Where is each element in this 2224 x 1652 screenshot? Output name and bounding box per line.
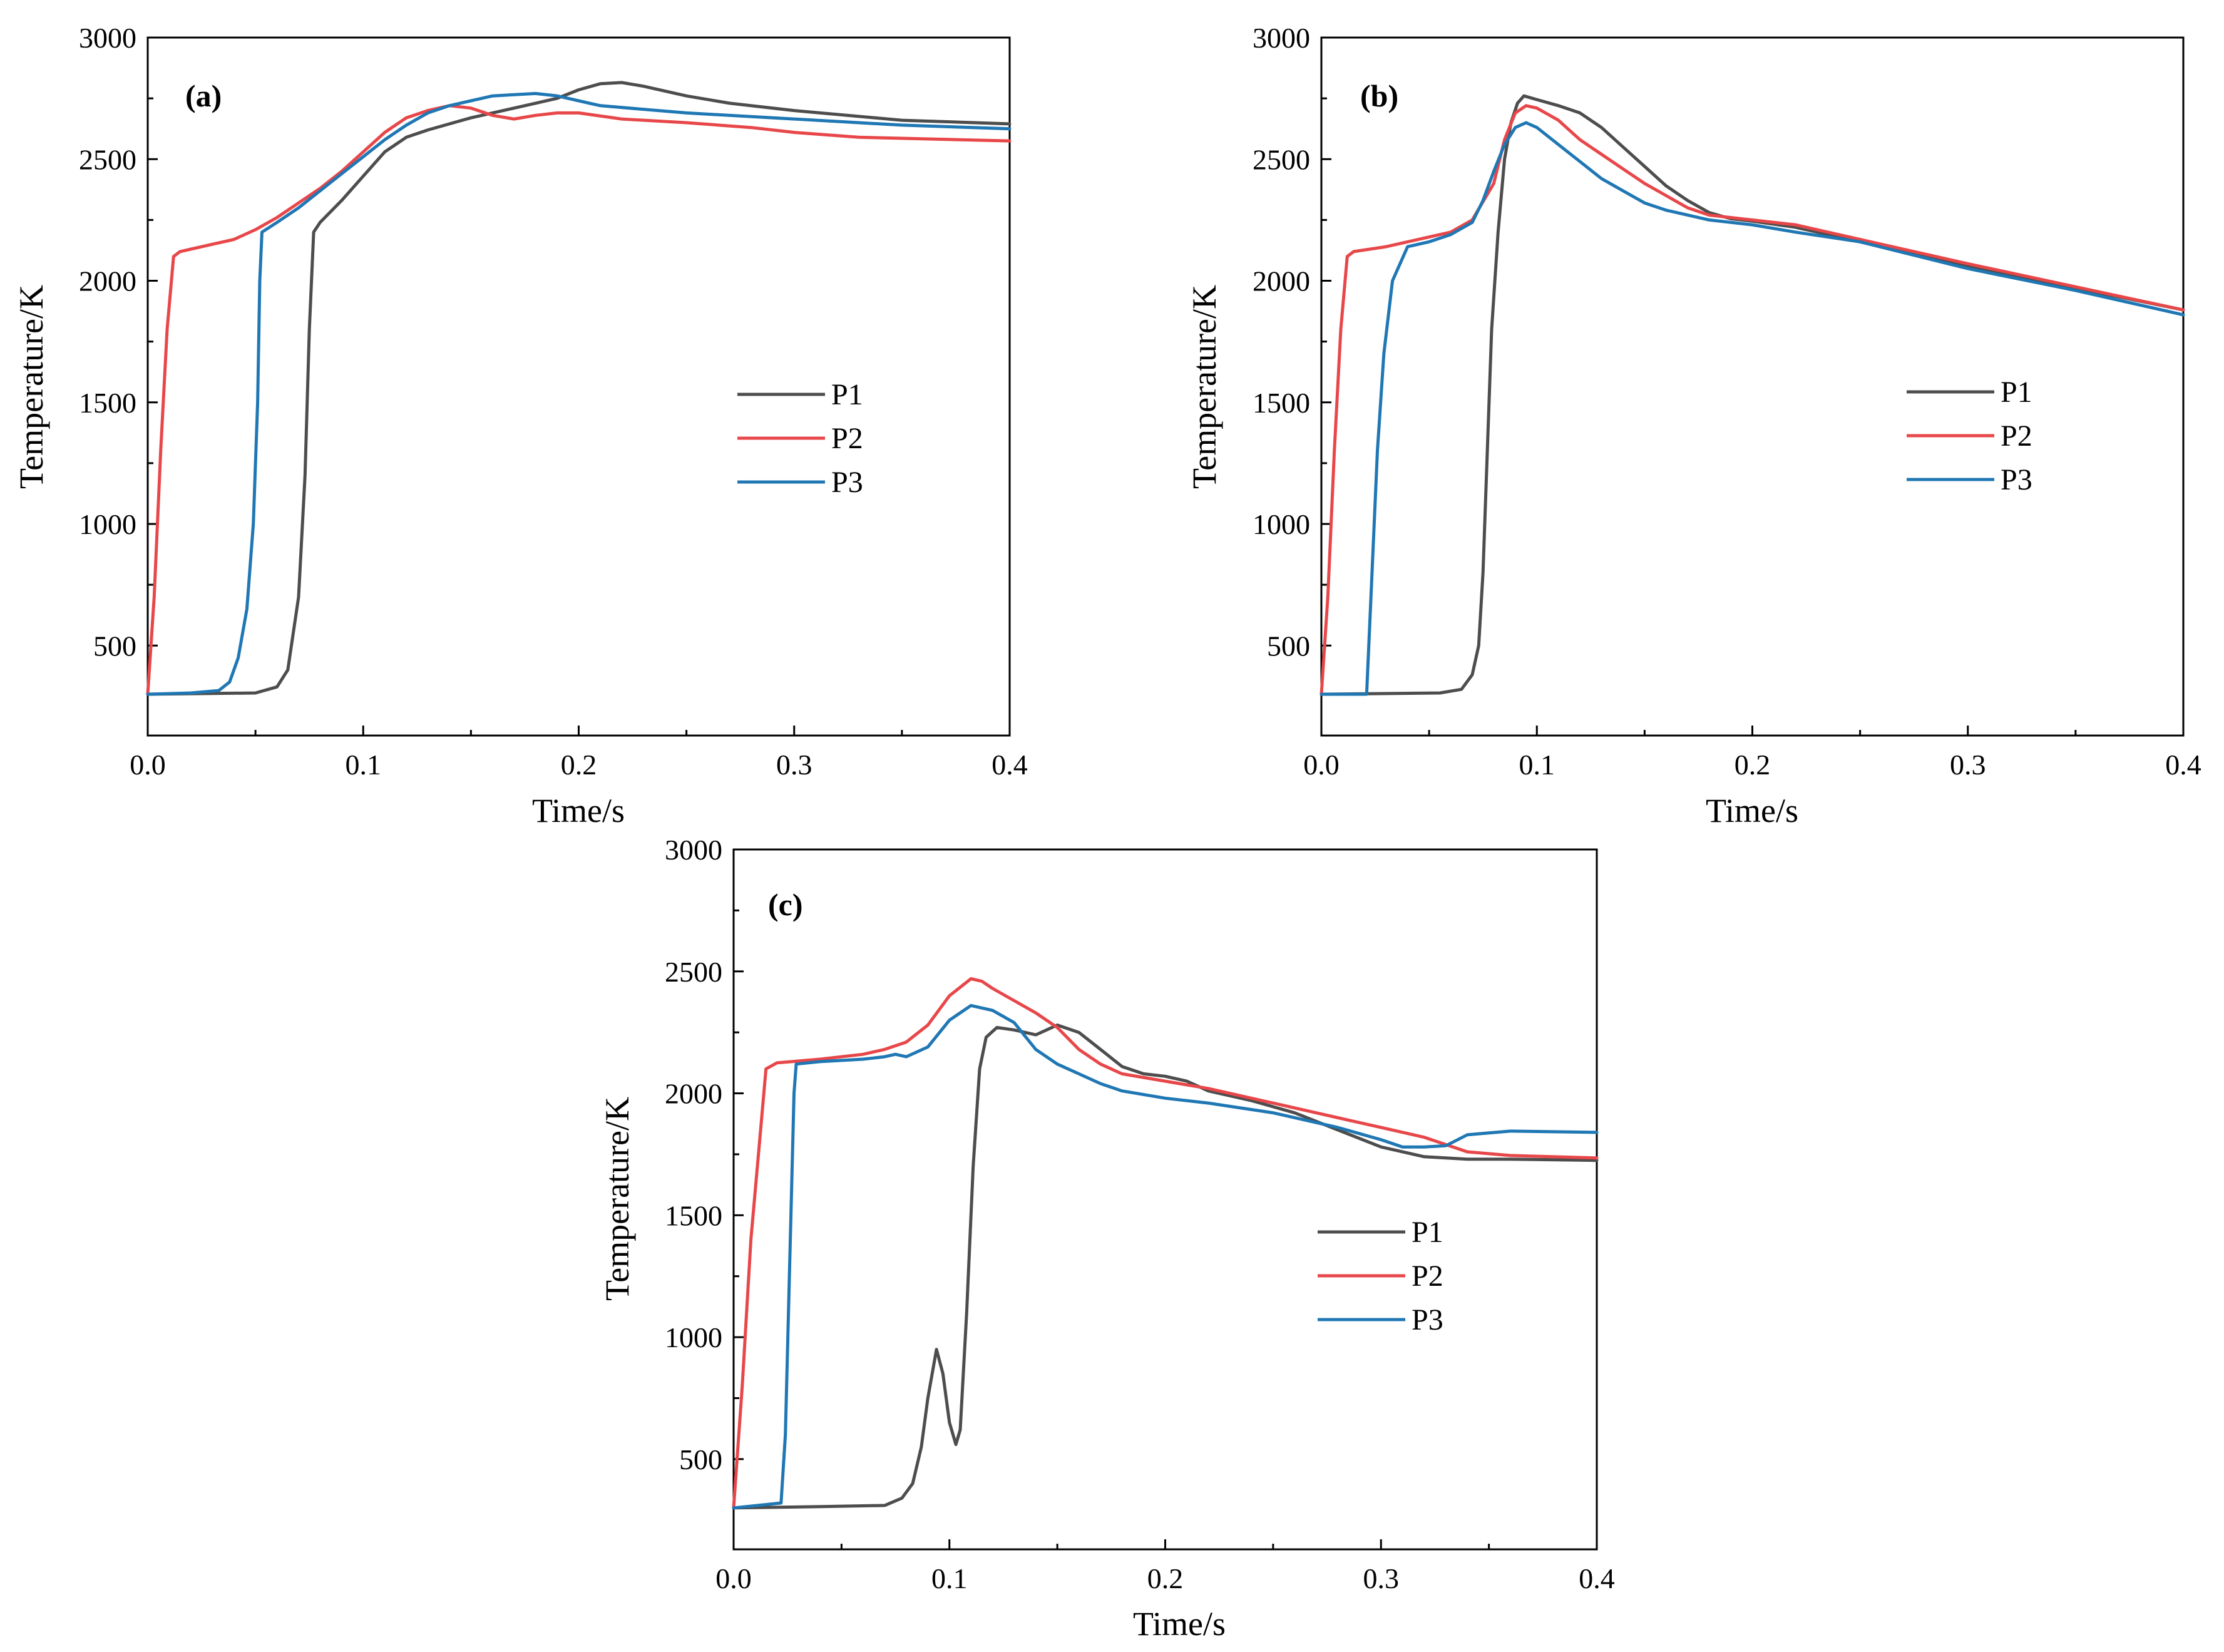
panel-label: (a)	[185, 78, 222, 113]
legend-label-p1: P1	[2001, 376, 2032, 409]
panel-a: (a) Time/s Temperature/K 0.0 0.1 0.2 0.3 0.4…	[13, 22, 1028, 829]
x-tick-label: 0.1	[931, 1562, 968, 1594]
x-tick-label: 0.0	[1303, 749, 1340, 781]
x-tick-label: 0.3	[1363, 1562, 1400, 1594]
legend: P1 P2 P3	[1318, 1216, 1443, 1336]
y-tick-label: 2500	[79, 143, 136, 175]
plot-frame	[1320, 36, 2185, 737]
series-line-p1	[146, 81, 1012, 696]
legend-label-p3: P3	[831, 466, 863, 499]
y-tick-label: 1500	[79, 387, 136, 419]
x-tick-label: 0.2	[1735, 749, 1771, 781]
series-line-p2	[146, 104, 1012, 696]
plot-frame	[146, 36, 1011, 737]
x-axis-title: Time/s	[1706, 792, 1798, 829]
plot-frame	[732, 848, 1598, 1551]
x-tick-label: 0.4	[1579, 1562, 1615, 1594]
y-tick-label: 2000	[79, 265, 136, 297]
series-line-p3	[732, 1003, 1599, 1510]
x-tick-label: 0.4	[2165, 749, 2201, 781]
y-axis-title: Temperature/K	[13, 285, 50, 489]
x-tick-label: 0.1	[346, 749, 382, 781]
y-tick-label: 2000	[1253, 265, 1310, 297]
axis-ticks: 0.0 0.1 0.2 0.3 0.4 500 1000 1500 2000 2500 3000	[1253, 22, 2201, 781]
legend: P1 P2 P3	[1907, 376, 2032, 496]
y-tick-label: 1000	[1253, 508, 1310, 540]
legend: P1 P2 P3	[737, 378, 863, 499]
y-tick-label: 500	[93, 630, 136, 662]
y-tick-label: 3000	[79, 22, 136, 54]
panel-c: (c) Time/s Temperature/K 0.0 0.1 0.2 0.3 0.4…	[598, 834, 1615, 1643]
legend-label-p1: P1	[831, 378, 863, 411]
x-tick-label: 0.0	[130, 749, 166, 781]
y-tick-label: 2500	[665, 956, 722, 988]
x-tick-label: 0.4	[992, 749, 1028, 781]
legend-label-p2: P2	[1412, 1260, 1443, 1293]
series-line-p2	[732, 977, 1599, 1510]
legend-label-p3: P3	[1412, 1303, 1443, 1336]
series-line-p1	[1320, 94, 2185, 696]
y-tick-label: 500	[679, 1444, 722, 1475]
x-axis-title: Time/s	[532, 792, 625, 829]
y-tick-label: 3000	[665, 834, 722, 866]
series-line-p3	[1320, 121, 2185, 696]
x-tick-label: 0.1	[1519, 749, 1555, 781]
legend-label-p1: P1	[1412, 1216, 1443, 1249]
y-tick-label: 1500	[1253, 387, 1310, 419]
y-tick-label: 1000	[79, 508, 136, 540]
panel-b: (b) Time/s Temperature/K 0.0 0.1 0.2 0.3 0.4…	[1186, 22, 2201, 829]
y-axis-title: Temperature/K	[598, 1097, 636, 1301]
legend-label-p2: P2	[2001, 419, 2032, 453]
y-tick-label: 1000	[665, 1321, 722, 1353]
series-line-p2	[1320, 104, 2185, 696]
y-tick-label: 2500	[1253, 143, 1310, 175]
panel-label: (c)	[768, 887, 803, 922]
x-tick-label: 0.3	[776, 749, 812, 781]
axis-ticks: 0.0 0.1 0.2 0.3 0.4 500 1000 1500 2000 2500 3000	[79, 22, 1028, 781]
y-tick-label: 3000	[1253, 22, 1310, 54]
x-tick-label: 0.3	[1950, 749, 1986, 781]
x-tick-label: 0.2	[561, 749, 597, 781]
x-tick-label: 0.0	[715, 1562, 752, 1594]
legend-label-p2: P2	[831, 422, 863, 455]
panel-label: (b)	[1360, 78, 1398, 113]
x-tick-label: 0.2	[1147, 1562, 1184, 1594]
series-line-p1	[732, 1024, 1599, 1510]
series-lines	[732, 977, 1599, 1510]
series-lines	[146, 81, 1012, 696]
series-line-p3	[146, 91, 1012, 696]
y-axis-title: Temperature/K	[1186, 285, 1223, 489]
legend-label-p3: P3	[2001, 463, 2032, 496]
y-tick-label: 500	[1267, 630, 1310, 662]
x-axis-title: Time/s	[1133, 1605, 1226, 1643]
series-lines	[1320, 94, 2185, 696]
axis-ticks: 0.0 0.1 0.2 0.3 0.4 500 1000 1500 2000 2500 3000	[665, 834, 1615, 1594]
y-tick-label: 2000	[665, 1078, 722, 1110]
y-tick-label: 1500	[665, 1199, 722, 1231]
